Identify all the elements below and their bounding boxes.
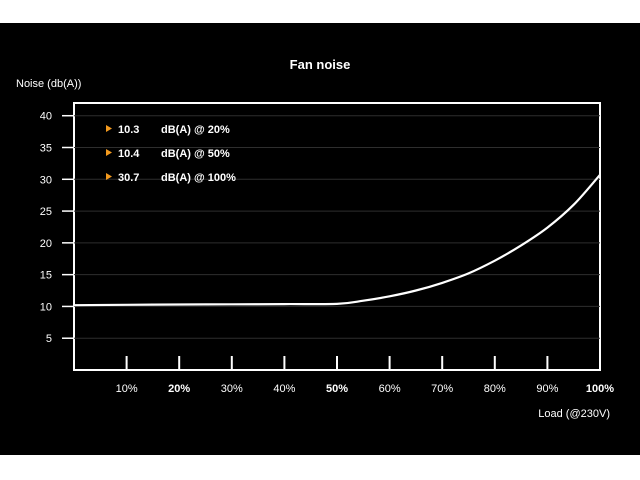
annotation-value: 10.4 [118,148,140,160]
annotation-value: 10.3 [118,124,139,136]
bullet-marker-icon [106,173,112,180]
plot-frame [73,102,601,371]
annotation-value: 30.7 [118,172,139,184]
x-tick-label: 10% [116,383,138,395]
chart-title: Fan noise [290,57,351,72]
y-tick-label: 30 [40,174,52,186]
bullet-marker-icon [106,149,112,156]
y-tick-label: 35 [40,143,52,155]
fan-noise-chart: Fan noise Noise (db(A)) Load (@230V) 40 3… [16,57,615,420]
y-tick-label: 5 [46,333,52,345]
chart-panel: Fan noise Noise (db(A)) Load (@230V) 40 3… [0,23,640,455]
grid-lines [74,115,600,339]
annotation-list: 10.3 dB(A) @ 20% 10.4 dB(A) @ 50% 30.7 dB(A) … [106,124,236,184]
x-tick-label: 60% [379,383,401,395]
x-tick-label: 40% [273,383,295,395]
x-tick-marks [125,356,601,370]
annotation-text: dB(A) @ 20% [161,124,230,136]
annotation-text: dB(A) @ 100% [161,172,236,184]
y-axis-label: Noise (db(A)) [16,78,81,90]
y-tick-labels: 40 35 30 25 20 15 10 5 [40,111,74,345]
y-tick-label: 20 [40,238,52,250]
x-tick-label: 30% [221,383,243,395]
bullet-marker-icon [106,125,112,132]
x-tick-label: 100% [586,383,614,395]
y-tick-label: 40 [40,111,52,123]
x-tick-label: 80% [484,383,506,395]
annotation-text: dB(A) @ 50% [161,148,230,160]
y-tick-label: 10 [40,301,52,313]
x-tick-label: 20% [168,383,190,395]
x-axis-label: Load (@230V) [538,408,610,420]
x-tick-label: 70% [431,383,453,395]
y-tick-label: 15 [40,270,52,282]
x-tick-label: 50% [326,383,348,395]
x-tick-label: 90% [536,383,558,395]
x-tick-labels: 10% 20% 30% 40% 50% 60% 70% 80% 90% 100% [116,383,615,395]
y-tick-label: 25 [40,206,52,218]
noise-curve [73,174,601,307]
